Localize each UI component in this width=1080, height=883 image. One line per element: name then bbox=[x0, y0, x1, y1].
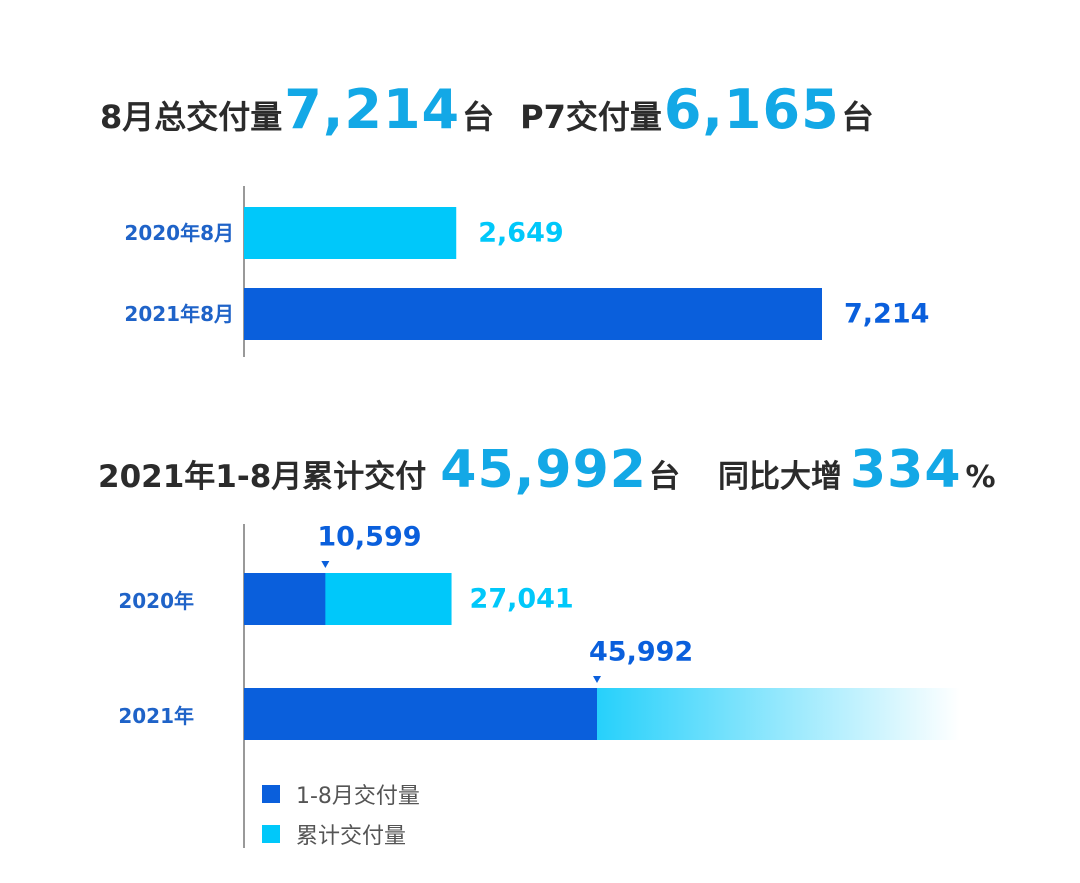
value-label-cumulative: 27,041 bbox=[470, 584, 574, 615]
headline-august-prefix: 8月总交付量 bbox=[100, 98, 283, 136]
category-label: 2021年8月 bbox=[124, 302, 234, 326]
value-label: 7,214 bbox=[844, 299, 929, 330]
category-label: 2020年 bbox=[118, 589, 194, 613]
marker-triangle bbox=[321, 561, 330, 568]
category-label: 2021年 bbox=[118, 704, 194, 728]
legend-item-cumulative: 累计交付量 bbox=[262, 814, 420, 854]
headline-ytd-value: 45,992 bbox=[440, 440, 647, 500]
bar-cumulative-fade bbox=[597, 688, 960, 740]
headline-ytd-prefix: 2021年1-8月累计交付 bbox=[98, 459, 427, 495]
value-label-ytd: 10,599 bbox=[317, 522, 421, 553]
legend-label-cumulative: 累计交付量 bbox=[296, 824, 407, 849]
legend-swatch-light-blue bbox=[262, 825, 280, 843]
value-label-ytd: 45,992 bbox=[589, 637, 693, 668]
value-label: 2,649 bbox=[478, 218, 563, 249]
bar-ytd bbox=[244, 688, 597, 740]
headline-growth-prefix: 同比大增 bbox=[717, 459, 842, 495]
monthly-delivery-chart: 2020年8月 2,649 2021年8月 7,214 bbox=[124, 186, 929, 357]
legend-label-monthly: 1-8月交付量 bbox=[296, 784, 420, 809]
headline-p7-unit: 台 bbox=[841, 98, 874, 136]
category-label: 2020年8月 bbox=[124, 221, 234, 245]
headline-august-total-value: 7,214 bbox=[284, 78, 461, 141]
headline-august-unit: 台 bbox=[462, 98, 495, 136]
headline-p7-prefix: P7交付量 bbox=[520, 98, 662, 136]
bar-ytd bbox=[244, 573, 326, 625]
marker-triangle bbox=[593, 676, 601, 683]
headline-growth-value: 334 bbox=[849, 440, 962, 500]
legend-item-monthly: 1-8月交付量 bbox=[262, 774, 420, 814]
ytd-delivery-chart: 2020年 27,041 10,599 2021年 45,992 bbox=[118, 522, 960, 848]
headline-ytd-unit: 台 bbox=[648, 459, 680, 495]
headline-ytd: 2021年1-8月累计交付 45,992 台 同比大增 334 % bbox=[98, 440, 996, 500]
headline-p7-value: 6,165 bbox=[663, 78, 840, 141]
legend-swatch-dark-blue bbox=[262, 785, 280, 803]
legend: 1-8月交付量 累计交付量 bbox=[262, 774, 420, 854]
bar-2020-aug bbox=[244, 207, 457, 259]
bar-2021-aug bbox=[244, 288, 822, 340]
headline-august: 8月总交付量 7,214 台 P7交付量 6,165 台 bbox=[100, 78, 874, 141]
headline-growth-unit: % bbox=[965, 460, 996, 495]
